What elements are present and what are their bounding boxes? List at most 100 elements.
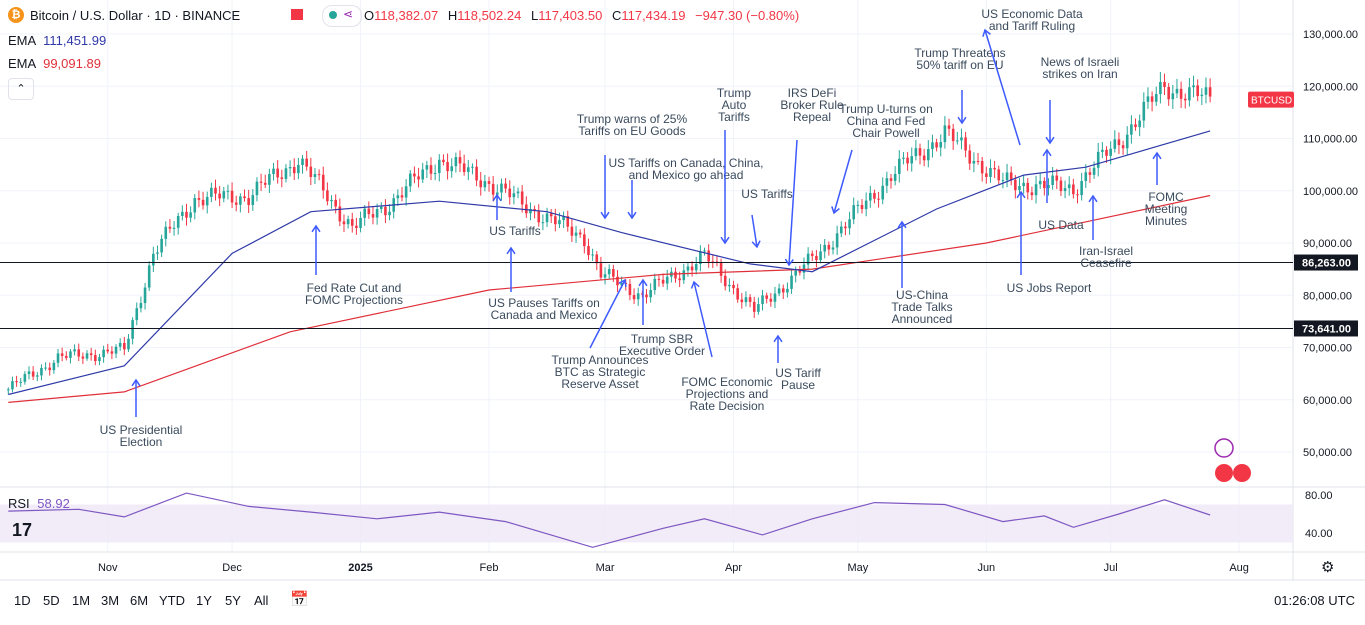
candle-body (922, 155, 926, 161)
us-flag-event-icon (1215, 464, 1233, 482)
candle-body (1038, 180, 1042, 185)
candle-body (827, 244, 831, 250)
candle-body (346, 219, 350, 225)
candle-body (81, 356, 85, 359)
candle-body (649, 290, 652, 298)
timeframe-button-5d[interactable]: 5D (43, 593, 60, 608)
annotation-text: Election (120, 435, 163, 449)
annotation-arrow-head (957, 116, 967, 125)
candle-body (500, 183, 503, 193)
candle-body (433, 172, 437, 174)
candle-body (558, 220, 561, 225)
annotation-text: Ceasefire (1080, 256, 1132, 270)
timeframe-button-ytd[interactable]: YTD (159, 593, 185, 608)
candle-body (185, 211, 188, 218)
ema-slow-line (8, 194, 1211, 403)
timeframe-button-6m[interactable]: 6M (130, 593, 149, 608)
candle-body (989, 168, 992, 177)
candle-body (1146, 96, 1150, 102)
candle-body (1130, 124, 1133, 135)
compare-pill[interactable]: ⋖ (322, 5, 362, 27)
timeframe-button-1m[interactable]: 1M (72, 593, 91, 608)
candle-body (545, 213, 549, 223)
annotation-text: US-China (896, 288, 948, 302)
candle-body (147, 265, 151, 288)
close-value: 117,434.19 (621, 8, 686, 23)
close-label: C (611, 8, 622, 23)
candle-body (6, 389, 10, 391)
candle-body (761, 295, 764, 305)
candle-body (682, 270, 686, 281)
price-tick-label: 90,000.00 (1303, 238, 1352, 250)
candle-body (620, 282, 623, 286)
candle-body (359, 217, 362, 229)
candle-body (578, 232, 582, 235)
candle-body (1208, 87, 1212, 97)
rsi-band (0, 504, 1293, 543)
annotation-arrow-shaft (589, 279, 626, 349)
settings-gear-icon[interactable]: ⚙ (1321, 559, 1335, 576)
candle-body (935, 142, 938, 148)
annotation-text: News of Israeli (1041, 55, 1120, 69)
utc-clock[interactable]: 01:26:08 UTC (1274, 593, 1355, 608)
symbol-title[interactable]: Bitcoin / U.S. Dollar · 1D · BINANCE (30, 8, 241, 23)
candle-body (263, 182, 267, 185)
candle-body (48, 367, 52, 371)
ema-slow-legend[interactable]: EMA 99,091.89 (8, 56, 101, 71)
candle-body (736, 288, 739, 300)
timeframe-button-1d[interactable]: 1D (14, 593, 31, 608)
candle-body (1200, 94, 1204, 97)
candle-body (960, 137, 963, 141)
open-label: O (364, 8, 375, 23)
candle-body (740, 299, 744, 303)
candle-body (765, 295, 768, 299)
candle-body (839, 226, 843, 234)
ema-fast-legend[interactable]: EMA 111,451.99 (8, 33, 106, 48)
tradingview-logo-icon[interactable]: 17 (12, 520, 33, 540)
candle-body (1138, 120, 1141, 128)
annotation-arrow-head (131, 378, 141, 387)
rsi-legend[interactable]: RSI 58.92 (8, 496, 70, 511)
timeframe-button-3m[interactable]: 3M (101, 593, 120, 608)
candle-body (160, 238, 163, 253)
candle-body (338, 206, 342, 222)
high-label: H (447, 8, 458, 23)
candle-body (802, 264, 806, 273)
timeframe-button-1y[interactable]: 1Y (196, 593, 212, 608)
candle-body (723, 275, 727, 287)
flag-icon[interactable] (291, 9, 303, 20)
candle-body (214, 187, 217, 194)
candle-body (384, 206, 387, 216)
candle-body (910, 156, 914, 164)
candle-body (719, 262, 723, 276)
candle-body (1183, 98, 1187, 101)
ema-fast-line (8, 130, 1211, 396)
candle-body (591, 254, 594, 256)
timeframe-button-5y[interactable]: 5Y (225, 593, 241, 608)
candle-body (525, 204, 528, 214)
high-value: 118,502.24 (457, 8, 522, 23)
date-range-calendar-icon[interactable]: 📅 (290, 591, 309, 608)
candle-body (1154, 94, 1158, 102)
candle-body (210, 187, 213, 197)
annotation-text: Auto (722, 98, 747, 112)
annotation-text: Tariffs on EU Goods (578, 124, 685, 138)
candle-body (400, 195, 404, 198)
timeframe-button-all[interactable]: All (254, 593, 269, 608)
annotation-text: Broker Rule (780, 98, 844, 112)
candle-body (94, 355, 97, 362)
candle-body (661, 279, 665, 284)
candle-body (931, 142, 934, 150)
candle-body (164, 226, 168, 239)
candle-body (139, 303, 143, 309)
candle-body (703, 250, 706, 252)
candle-body (632, 295, 636, 300)
annotation-arrow-head (1042, 148, 1052, 157)
collapse-legend-button[interactable]: ⌃ (8, 78, 34, 100)
annotation-arrow-shaft (751, 214, 758, 248)
candle-body (321, 174, 325, 191)
candle-body (1063, 188, 1067, 192)
candle-body (752, 301, 756, 312)
level-label-text: 86,263.00 (1302, 258, 1351, 270)
